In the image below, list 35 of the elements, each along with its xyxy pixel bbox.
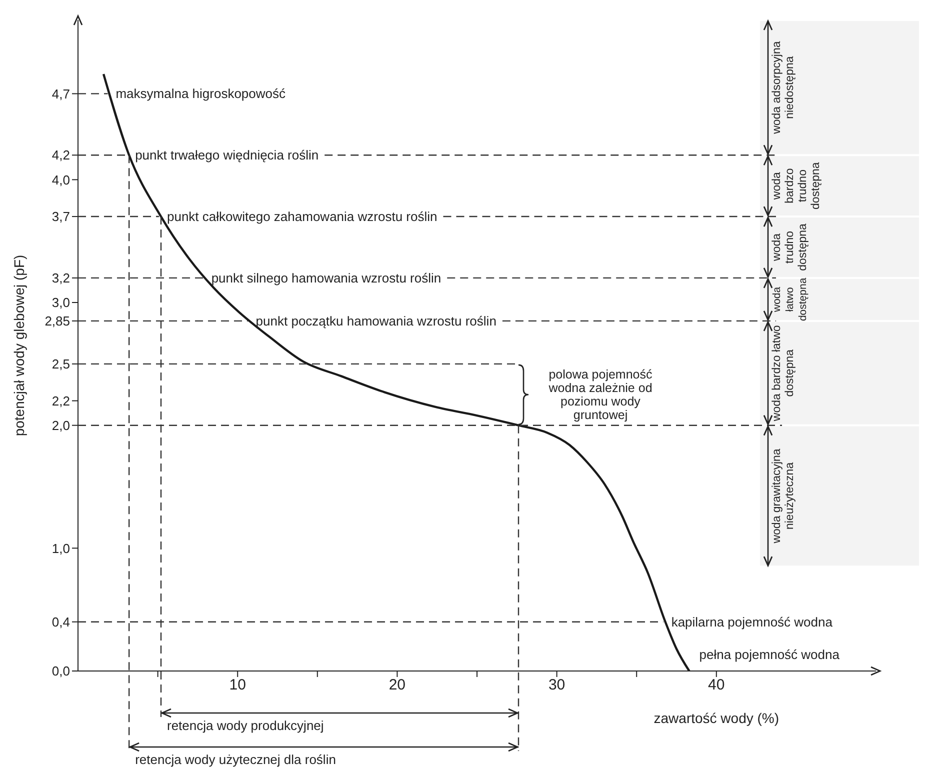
y-tick-label: 2,5	[52, 356, 70, 372]
band-label: woda grawitacyjna nieużyteczna	[771, 448, 796, 544]
y-tick-label: 2,85	[44, 314, 70, 329]
y-tick-label: 0,4	[52, 614, 70, 630]
ref-line-label: punkt silnego hamowania wzrostu roślin	[211, 270, 442, 286]
y-tick-label: 3,7	[52, 209, 70, 224]
band-label: woda trudno dostępna	[771, 222, 809, 271]
x-tick-label: 10	[229, 676, 246, 694]
y-tick-label: 4,0	[52, 172, 70, 188]
band-label: woda bardzo trudno dostępna	[771, 162, 822, 210]
x-tick-label: 40	[708, 676, 725, 694]
x-axis-title: zawartość wody (%)	[654, 710, 780, 726]
y-tick-label: 3,2	[52, 270, 70, 286]
y-tick-label: 4,2	[52, 148, 70, 163]
ref-line-label: maksymalna higroskopowość	[116, 86, 286, 102]
annotation: pełna pojemność wodna	[699, 647, 840, 662]
y-tick-label: 1,0	[52, 540, 70, 556]
band-label: woda bardzo łatwo dostępna	[771, 325, 796, 422]
ref-line-label: punkt trwałego więdnięcia roślin	[135, 148, 319, 163]
x-tick-label: 20	[388, 676, 406, 694]
band-label: woda adsorpcyjna niedostępna	[771, 40, 796, 135]
y-tick-label: 2,0	[52, 418, 70, 433]
ref-line-label: retencja wody użytecznej dla roślin	[135, 752, 336, 767]
y-axis-title: potencjał wody glebowej (pF)	[11, 254, 27, 436]
ref-line-label: punkt całkowitego zahamowania wzrostu roślin	[166, 209, 438, 224]
y-tick-label: 2,2	[52, 393, 70, 408]
y-tick-label: 3,0	[52, 295, 70, 310]
band-label: woda łatwo dostępna	[771, 278, 809, 322]
x-tick-label: 30	[548, 676, 566, 694]
y-tick-label: 0,0	[52, 664, 70, 679]
annotation: polowa pojemność wodna zależnie od poziomu wody gruntowej	[548, 367, 652, 422]
ref-line-label: punkt początku hamowania wzrostu roślin	[256, 313, 496, 328]
ref-line-label: retencja wody produkcyjnej	[166, 718, 324, 733]
y-tick-label: 4,7	[52, 86, 70, 102]
ref-line-label: kapilarna pojemność wodna	[671, 614, 834, 630]
